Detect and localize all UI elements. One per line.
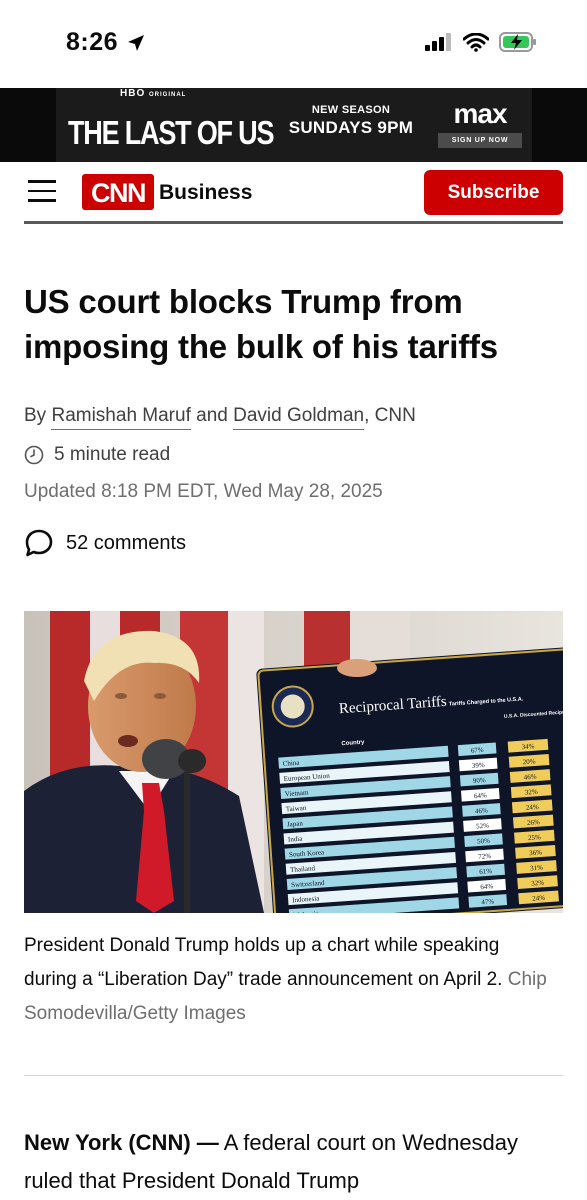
caption-text: President Donald Trump holds up a chart … [24, 935, 503, 990]
tariff-country: European Union [283, 772, 330, 783]
ad-season-block: NEW SEASON SUNDAYS 9PM [274, 104, 428, 138]
tariff-country: Japan [287, 819, 304, 828]
hero-photo: Reciprocal Tariffs Country Tariffs Charg… [24, 611, 563, 913]
location-arrow-icon [128, 34, 145, 51]
read-time-text: 5 minute read [54, 444, 171, 465]
tariff-charged: 64% [474, 791, 488, 800]
ad-signup-button[interactable]: SIGN UP NOW [438, 133, 522, 148]
tariff-charged: 67% [471, 746, 485, 755]
tariff-charged: 50% [477, 837, 491, 846]
tariff-country: South Korea [289, 848, 326, 858]
divider [24, 1075, 563, 1076]
tariff-discounted: 31% [530, 864, 544, 873]
hero-image[interactable]: Reciprocal Tariffs Country Tariffs Charg… [24, 611, 563, 913]
tariff-charged: 72% [478, 852, 492, 861]
status-time: 8:26 [66, 28, 146, 57]
section-name[interactable]: Business [159, 181, 253, 204]
tariff-row: Malaysia 47% 24% [288, 890, 559, 913]
subscribe-button[interactable]: Subscribe [424, 170, 563, 215]
max-logo: max [453, 98, 507, 129]
status-bar: 8:26 [0, 0, 587, 88]
ad-creative[interactable]: HBO ORIGINAL THE LAST OF US NEW SEASON S… [56, 88, 532, 162]
tariff-charged: 90% [473, 776, 487, 785]
site-header: CNN Business Subscribe [24, 163, 563, 224]
svg-text:Country: Country [341, 740, 365, 748]
tariff-row: South Korea 50% 25% [284, 829, 555, 860]
comments-link[interactable]: 52 comments [24, 528, 186, 558]
ad-season-line1: NEW SEASON [311, 104, 391, 116]
tariff-country: Malaysia [293, 910, 320, 913]
read-time: 5 minute read [24, 444, 170, 466]
tariff-row: China 67% 34% [278, 738, 549, 769]
image-caption: President Donald Trump holds up a chart … [24, 929, 554, 1031]
tariff-country: Taiwan [286, 804, 308, 813]
tariff-discounted: 24% [526, 803, 540, 812]
tariff-discounted: 32% [531, 879, 545, 888]
cellular-signal-icon [425, 33, 451, 51]
ad-banner[interactable]: HBO ORIGINAL THE LAST OF US NEW SEASON S… [0, 88, 587, 162]
svg-text:Reciprocal Tariffs: Reciprocal Tariffs [338, 694, 447, 718]
clock-text: 8:26 [66, 28, 119, 56]
tariff-discounted: 24% [532, 894, 546, 903]
tariff-discounted: 34% [521, 742, 535, 751]
tariff-row: Thailand 72% 36% [285, 844, 556, 875]
tariff-charged: 64% [480, 882, 494, 891]
tariff-charged: 61% [479, 867, 493, 876]
tariff-charged: 39% [472, 761, 486, 770]
ad-hbo-label: HBO ORIGINAL [120, 87, 187, 99]
article-body: New York (CNN) — A federal court on Wedn… [24, 1124, 569, 1200]
battery-charging-icon [499, 32, 536, 52]
article-headline: US court blocks Trump from imposing the … [24, 283, 498, 365]
svg-text:Tariffs Charged to the U.S.A.: Tariffs Charged to the U.S.A. [449, 696, 524, 707]
tariff-discounted: 26% [527, 818, 541, 827]
author-link[interactable]: David Goldman [233, 405, 365, 430]
byline-suffix: , CNN [364, 405, 416, 426]
tariff-charged: 47% [481, 897, 495, 906]
tariff-country: Indonesia [292, 894, 321, 904]
dateline: New York (CNN) — [24, 1130, 219, 1155]
tariff-row: Indonesia 64% 32% [287, 875, 558, 906]
tariff-row: Taiwan 64% 32% [281, 784, 552, 815]
ad-season-line2: SUNDAYS 9PM [288, 118, 414, 137]
wifi-icon [463, 32, 489, 52]
hamburger-menu-icon[interactable] [28, 180, 56, 202]
byline-prefix: By [24, 405, 47, 426]
tariff-row: Switzerland 61% 31% [286, 860, 557, 890]
tariff-row: Vietnam 90% 46% [280, 769, 551, 799]
comment-bubble-icon [25, 529, 53, 557]
cnn-logo[interactable]: CNN [82, 174, 154, 210]
comments-count: 52 comments [66, 531, 187, 554]
byline: By Ramishah Maruf and David Goldman, CNN [24, 405, 416, 430]
tariff-discounted: 36% [529, 848, 543, 857]
updated-timestamp: Updated 8:18 PM EDT, Wed May 28, 2025 [24, 481, 383, 502]
tariff-row: Japan 46% 24% [282, 799, 553, 830]
byline-and: and [196, 405, 228, 426]
tariff-charged: 52% [476, 822, 490, 831]
author-link[interactable]: Ramishah Maruf [51, 405, 191, 430]
ad-show-title: THE LAST OF US [68, 113, 275, 151]
tariff-discounted: 25% [528, 833, 542, 842]
tariff-row: India 52% 26% [283, 814, 554, 845]
body-paragraph: A federal court on Wednesday ruled that … [24, 1130, 519, 1193]
tariff-discounted: 46% [524, 773, 538, 782]
clock-icon [24, 445, 44, 465]
tariff-country: Thailand [290, 864, 316, 874]
tariff-country: Switzerland [291, 879, 325, 889]
ad-show-block: HBO ORIGINAL THE LAST OF US [68, 88, 318, 151]
tariff-discounted: 20% [522, 757, 536, 766]
status-icons [425, 32, 537, 52]
tariff-country: India [288, 835, 304, 844]
caption-credit: Chip Somodevilla/Getty Images [24, 969, 547, 1024]
tariff-discounted: 32% [525, 788, 539, 797]
tariff-country: China [282, 759, 300, 768]
tariff-country: Vietnam [285, 789, 310, 799]
tariff-charged: 46% [475, 806, 489, 815]
tariff-row: European Union 39% 20% [279, 753, 550, 784]
ad-max-block: max SIGN UP NOW [438, 100, 522, 148]
svg-text:CNN: CNN [91, 178, 145, 208]
